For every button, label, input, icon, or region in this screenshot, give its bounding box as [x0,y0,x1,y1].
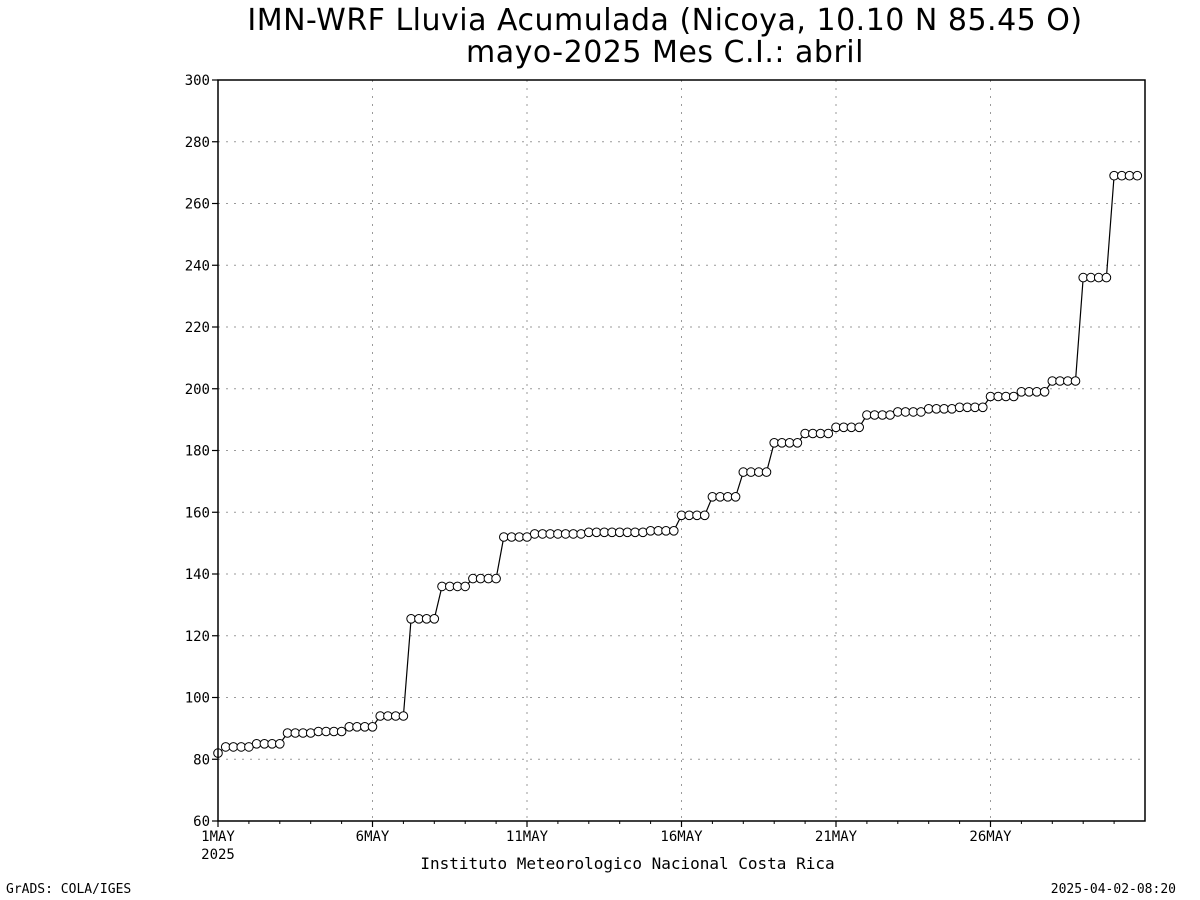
x-tick-label: 1MAY [201,829,235,845]
y-tick-label: 100 [185,691,210,707]
y-tick-label: 260 [185,197,210,213]
data-point [947,404,957,414]
data-point [638,527,648,538]
data-point [823,428,834,439]
x-tick-label: 26MAY [969,829,1012,845]
chart-title: IMN-WRF Lluvia Acumulada (Nicoya, 10.10 … [247,3,1083,38]
x-tick-label: 11MAY [506,829,549,845]
x-tick-label: 21MAY [815,829,858,845]
footer-credit: GrADS: COLA/IGES [6,882,132,897]
x-tick-label: 6MAY [356,829,390,845]
data-point [730,492,741,502]
data-point [398,711,409,721]
data-point [275,739,285,749]
axes: 60 80 100 120 140 160 180 200 220 240 260 280 300 1MA… [185,73,1115,863]
grid [218,80,1145,821]
data-point [761,467,772,477]
data-point [1101,272,1112,283]
plot-frame [217,79,1146,822]
data-point [978,402,988,413]
data-point [367,722,378,732]
x-tick-label: 16MAY [660,829,703,845]
series-line [217,175,1138,754]
data-point [576,529,586,539]
data-point [491,573,501,584]
y-tick-label: 140 [185,567,210,583]
y-tick-label: 300 [185,73,210,89]
y-tick-label: 60 [193,814,210,830]
y-tick-label: 220 [185,320,210,336]
data-point [305,728,316,738]
data-point [854,422,865,433]
data-point [336,726,347,737]
data-point [1008,391,1019,402]
data-point [429,614,440,624]
y-tick-label: 180 [185,444,210,460]
chart-subtitle: mayo-2025 Mes C.I.: abril [466,35,864,70]
y-tick-label: 280 [185,135,210,151]
series-accumulated-rain [213,170,1143,758]
y-tick-label: 200 [185,382,210,398]
x-tick-sublabel: 2025 [201,847,235,863]
data-point [460,581,471,592]
data-point [1070,376,1081,386]
y-tick-label: 240 [185,258,210,274]
y-tick-label: 80 [193,752,210,768]
data-point [669,526,679,536]
data-point [792,438,803,448]
data-point [1132,170,1143,181]
data-point [1039,387,1050,397]
footer-timestamp: 2025-04-02-08:20 [1050,882,1176,897]
data-point [699,510,710,521]
y-tick-label: 120 [185,629,210,645]
x-axis-label: Instituto Meteorologico Nacional Costa R… [420,854,835,873]
y-tick-label: 160 [185,505,210,521]
